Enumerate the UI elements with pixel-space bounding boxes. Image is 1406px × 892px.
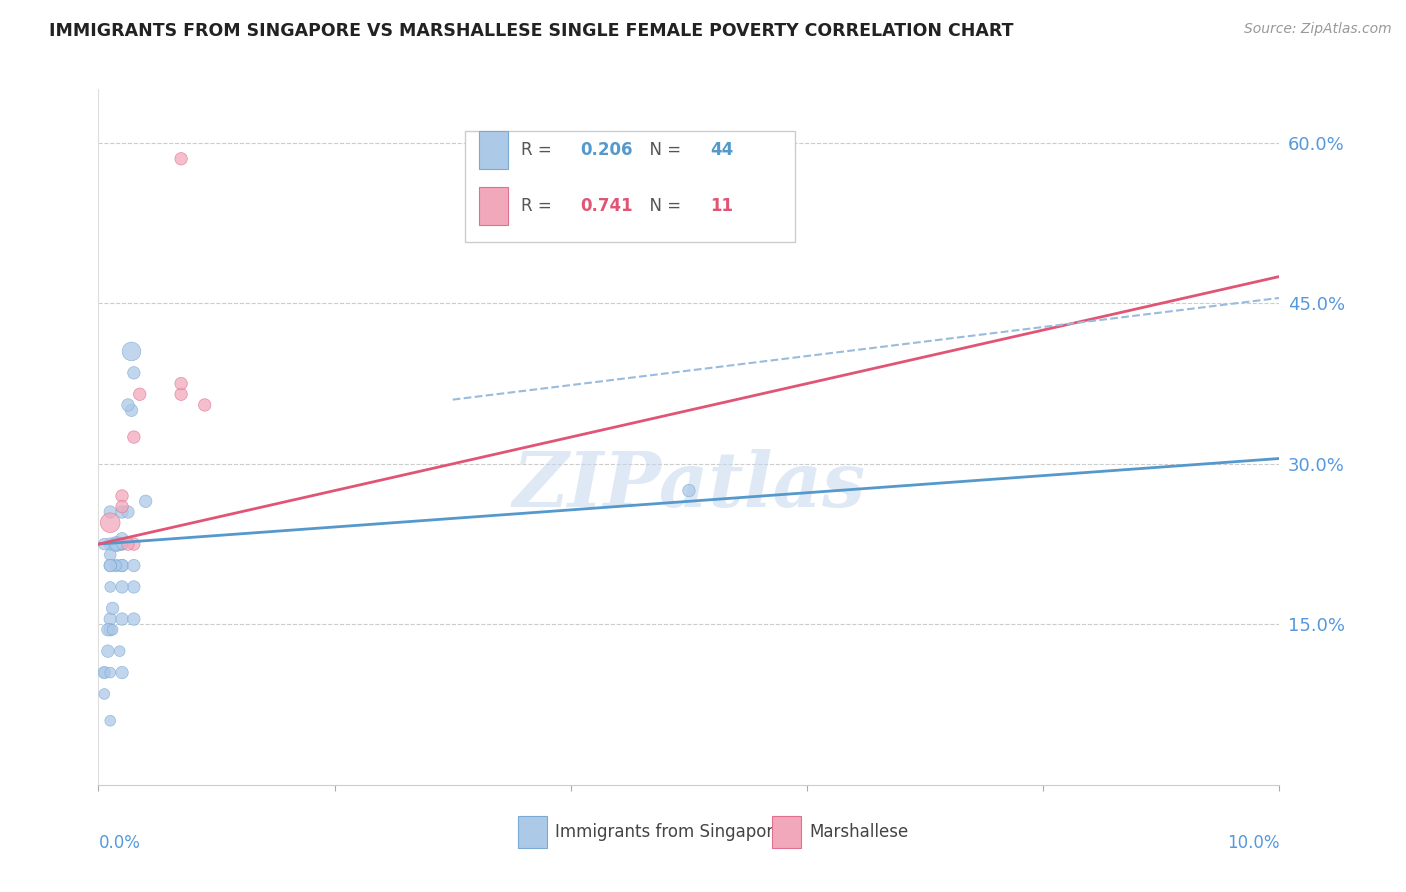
Point	[105, 537, 128, 551]
Point	[105, 537, 128, 551]
Text: 0.0%: 0.0%	[98, 834, 141, 852]
Point	[117, 398, 139, 412]
Point	[98, 612, 121, 626]
FancyBboxPatch shape	[772, 816, 801, 847]
Point	[122, 366, 145, 380]
Text: 11: 11	[710, 197, 733, 215]
FancyBboxPatch shape	[478, 186, 508, 225]
Text: N =: N =	[640, 197, 686, 215]
Point	[98, 580, 121, 594]
Point	[97, 623, 120, 637]
Text: Marshallese: Marshallese	[810, 823, 908, 841]
Point	[117, 537, 139, 551]
Text: N =: N =	[640, 142, 686, 160]
Text: Source: ZipAtlas.com: Source: ZipAtlas.com	[1244, 22, 1392, 37]
Point	[678, 483, 700, 498]
Point	[122, 612, 145, 626]
Point	[128, 387, 150, 401]
Text: 0.206: 0.206	[581, 142, 633, 160]
Point	[98, 558, 121, 573]
Text: 0.741: 0.741	[581, 197, 633, 215]
Text: ZIPatlas: ZIPatlas	[512, 449, 866, 523]
Point	[105, 537, 128, 551]
Point	[111, 537, 134, 551]
Text: 44: 44	[710, 142, 734, 160]
Point	[111, 489, 134, 503]
Point	[170, 376, 193, 391]
Point	[108, 537, 131, 551]
Text: 10.0%: 10.0%	[1227, 834, 1279, 852]
FancyBboxPatch shape	[517, 816, 547, 847]
Point	[111, 558, 134, 573]
Point	[117, 505, 139, 519]
Point	[98, 558, 121, 573]
Point	[170, 387, 193, 401]
Point	[105, 558, 128, 573]
Text: Immigrants from Singapore: Immigrants from Singapore	[555, 823, 783, 841]
Text: IMMIGRANTS FROM SINGAPORE VS MARSHALLESE SINGLE FEMALE POVERTY CORRELATION CHART: IMMIGRANTS FROM SINGAPORE VS MARSHALLESE…	[49, 22, 1014, 40]
Point	[98, 516, 121, 530]
Point	[122, 580, 145, 594]
Point	[111, 505, 134, 519]
Point	[111, 580, 134, 594]
Text: R =: R =	[522, 197, 562, 215]
Point	[98, 548, 121, 562]
Point	[135, 494, 157, 508]
Point	[97, 644, 120, 658]
Point	[121, 403, 143, 417]
Text: R =: R =	[522, 142, 562, 160]
Point	[98, 714, 121, 728]
Point	[93, 665, 115, 680]
Point	[111, 537, 134, 551]
Point	[111, 532, 134, 546]
Point	[98, 623, 121, 637]
Point	[93, 537, 115, 551]
Point	[122, 430, 145, 444]
FancyBboxPatch shape	[464, 131, 796, 243]
Point	[122, 537, 145, 551]
Point	[111, 500, 134, 514]
Point	[194, 398, 217, 412]
Point	[108, 644, 131, 658]
Point	[170, 152, 193, 166]
Point	[101, 601, 124, 615]
Point	[93, 687, 115, 701]
Point	[105, 558, 128, 573]
Point	[111, 612, 134, 626]
Point	[122, 558, 145, 573]
Point	[111, 665, 134, 680]
Point	[121, 344, 143, 359]
Point	[111, 558, 134, 573]
Point	[98, 505, 121, 519]
Point	[98, 537, 121, 551]
FancyBboxPatch shape	[478, 131, 508, 169]
Point	[101, 623, 124, 637]
Point	[93, 665, 115, 680]
Point	[98, 665, 121, 680]
